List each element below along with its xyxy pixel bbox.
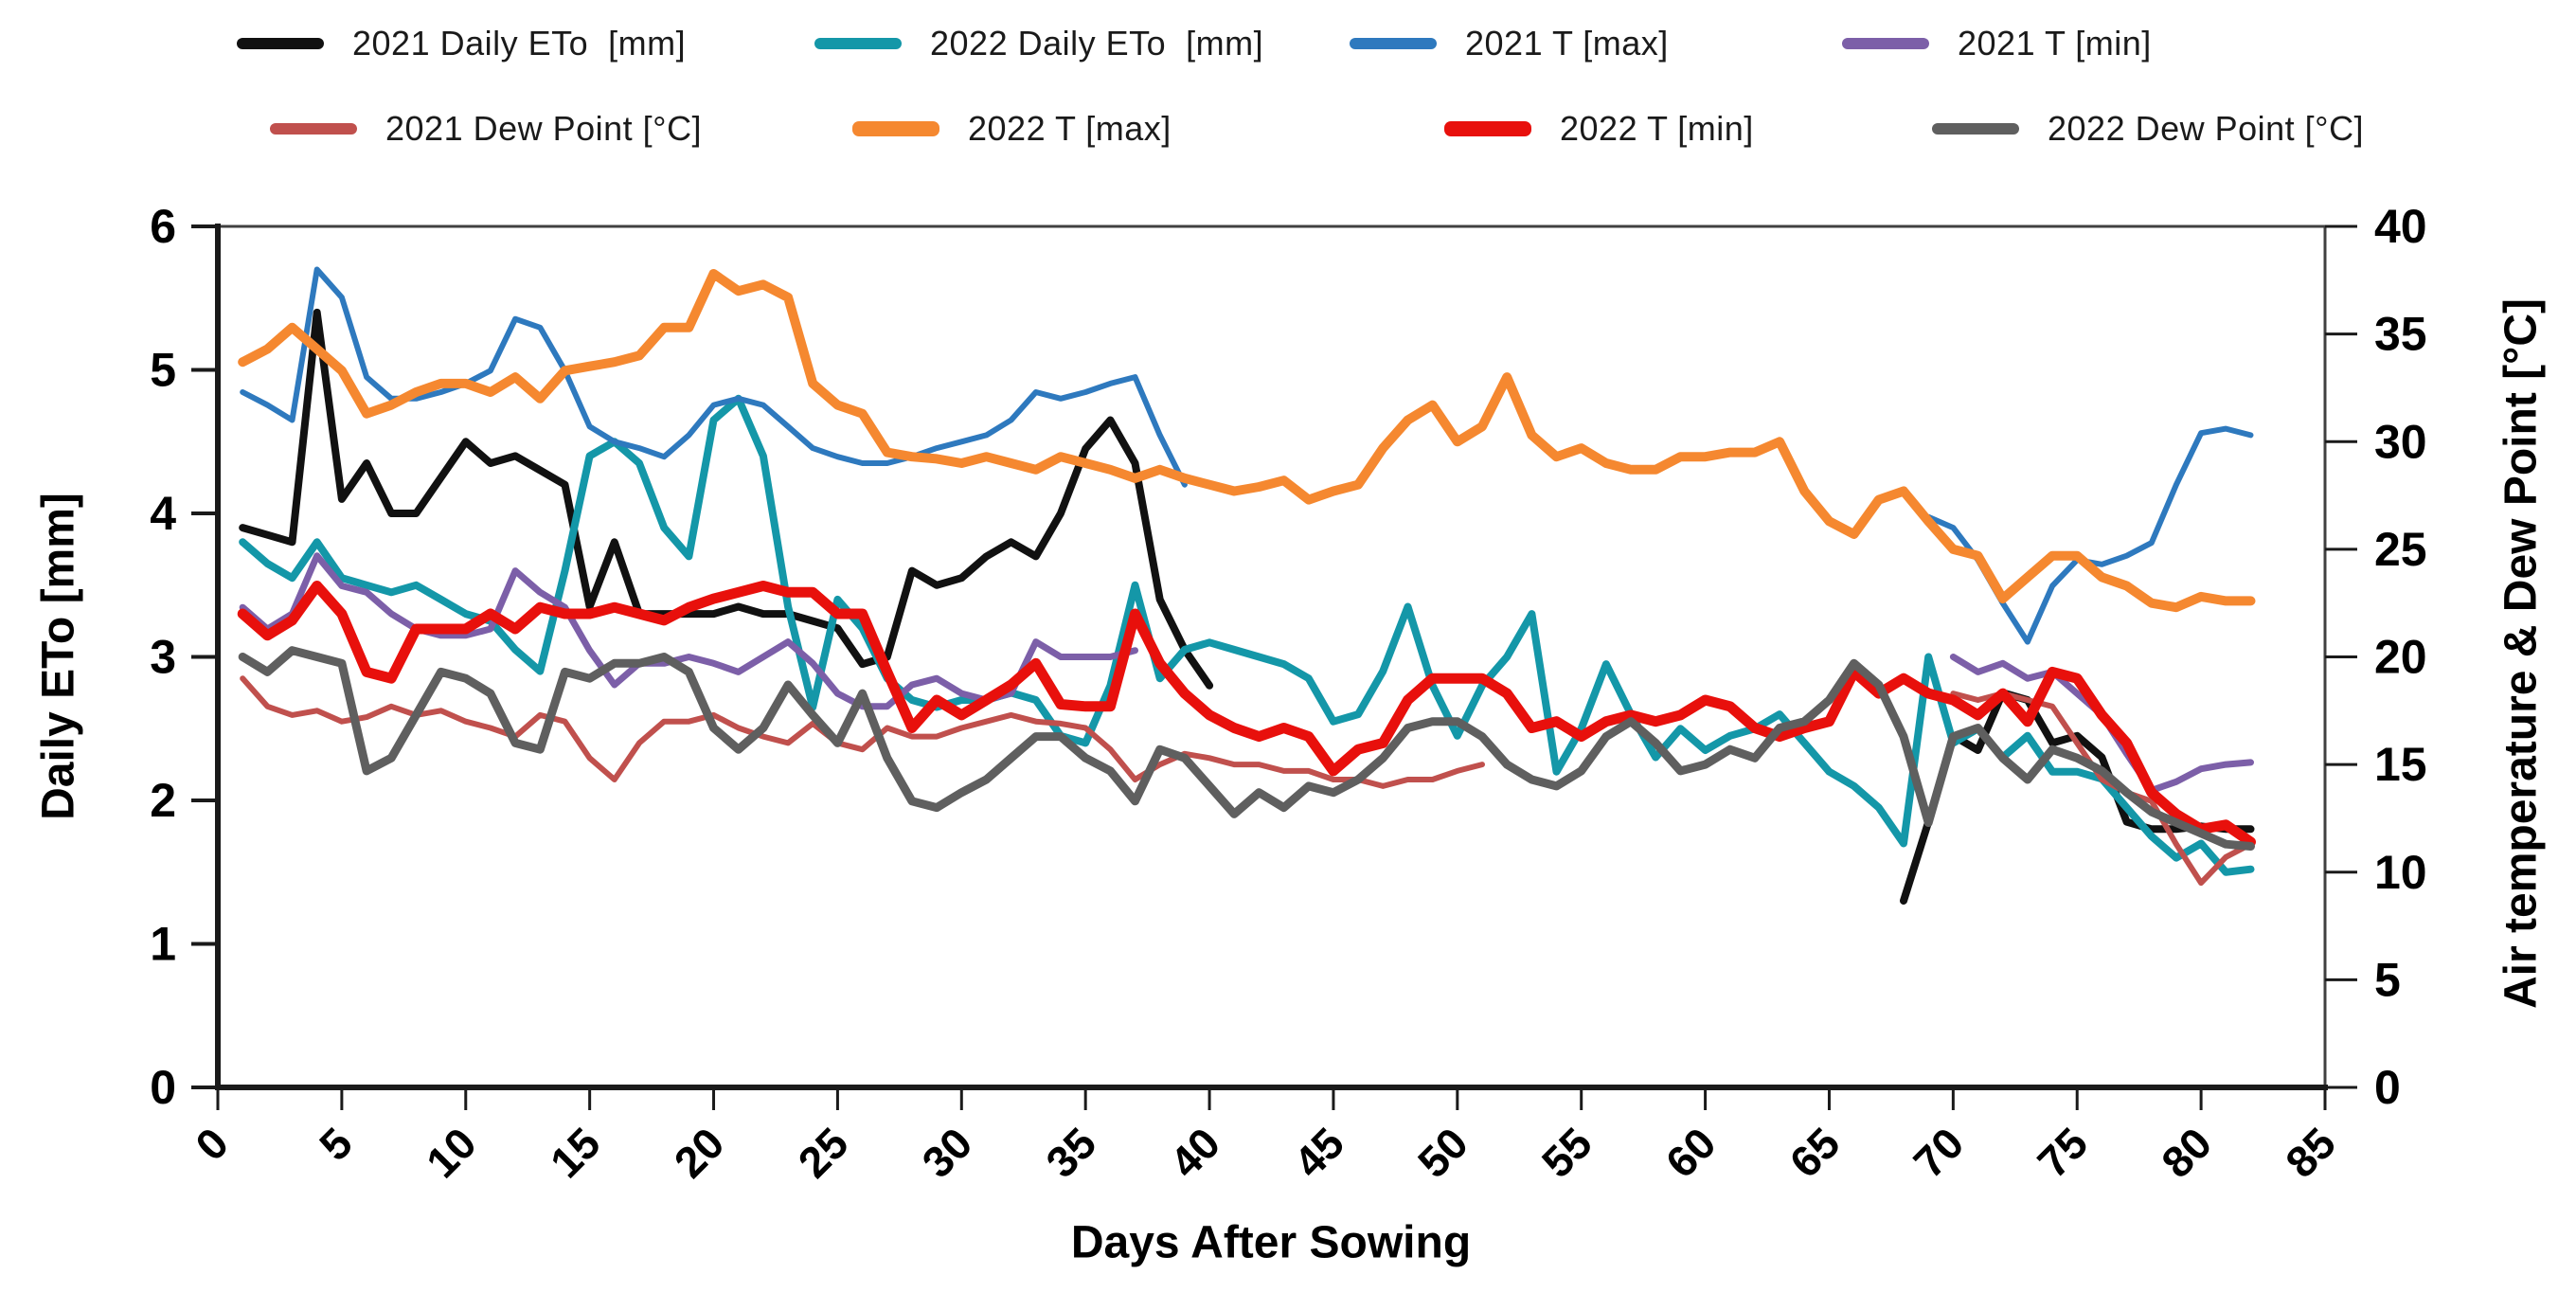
series-line-tmax2022 bbox=[238, 269, 2256, 613]
legend-item-2022-eto: 2022 Daily ETo [mm] bbox=[814, 23, 1263, 64]
x-tick-label: 10 bbox=[417, 1118, 486, 1187]
y-right-tick-label: 15 bbox=[2374, 738, 2427, 791]
x-tick-label: 75 bbox=[2028, 1118, 2097, 1187]
legend-swatch-2021-tmin bbox=[1842, 38, 1929, 49]
series-line-tmin2021 bbox=[239, 552, 1138, 710]
legend-swatch-2022-tmin bbox=[1444, 121, 1531, 136]
y-left-tick-label: 4 bbox=[150, 487, 176, 540]
legend-item-2021-eto: 2021 Daily ETo [mm] bbox=[237, 23, 686, 64]
legend-item-2021-tmin: 2021 T [min] bbox=[1842, 23, 2152, 64]
y-right-tick-label: 20 bbox=[2374, 631, 2427, 684]
legend-label: 2021 T [max] bbox=[1465, 24, 1669, 63]
x-tick-label: 85 bbox=[2276, 1118, 2345, 1187]
legend-item-2021-dew: 2021 Dew Point [°C] bbox=[270, 108, 702, 150]
series-line-tmax2021 bbox=[1925, 425, 2254, 645]
x-tick-label: 50 bbox=[1408, 1118, 1477, 1187]
x-axis-title: Days After Sowing bbox=[1070, 1217, 1472, 1268]
x-tick-label: 0 bbox=[186, 1118, 238, 1170]
y-right-tick-label: 30 bbox=[2374, 415, 2427, 468]
legend-swatch-2021-tmax bbox=[1350, 38, 1437, 49]
x-tick-label: 35 bbox=[1036, 1118, 1105, 1187]
x-tick-label: 55 bbox=[1532, 1118, 1601, 1187]
y-right-tick-label: 5 bbox=[2374, 953, 2401, 1006]
legend-item-2022-dew: 2022 Dew Point [°C] bbox=[1932, 108, 2364, 150]
y-right-tick-label: 40 bbox=[2374, 200, 2427, 253]
legend-swatch-2021-eto bbox=[237, 38, 324, 49]
legend-label: 2022 Daily ETo [mm] bbox=[930, 24, 1264, 63]
y-left-tick-label: 1 bbox=[150, 918, 176, 971]
y-left-tick-label: 0 bbox=[150, 1061, 176, 1114]
series-line-dew2021 bbox=[240, 675, 1485, 789]
y-right-tick-label: 35 bbox=[2374, 308, 2427, 361]
x-tick-label: 40 bbox=[1160, 1118, 1229, 1187]
legend-label: 2021 T [min] bbox=[1958, 24, 2152, 63]
legend-swatch-2022-eto bbox=[814, 38, 902, 49]
legend-swatch-2022-tmax bbox=[852, 121, 939, 136]
series-line-eto2021 bbox=[1900, 689, 2255, 905]
series-line-tmax2021 bbox=[240, 266, 1188, 488]
legend-item-2022-tmax: 2022 T [max] bbox=[852, 108, 1172, 150]
legend-label: 2022 T [max] bbox=[968, 109, 1172, 148]
series-line-eto2022 bbox=[239, 394, 2255, 876]
legend-swatch-2021-dew bbox=[270, 123, 357, 135]
x-tick-label: 30 bbox=[912, 1118, 981, 1187]
legend-label: 2022 T [min] bbox=[1560, 109, 1754, 148]
series-line-eto2021 bbox=[239, 308, 1214, 690]
x-tick-label: 45 bbox=[1284, 1118, 1353, 1187]
y-left-tick-label: 5 bbox=[150, 344, 176, 397]
y-left-tick-label: 3 bbox=[150, 631, 176, 684]
y-right-tick-label: 10 bbox=[2374, 846, 2427, 899]
legend-item-2021-tmax: 2021 T [max] bbox=[1350, 23, 1669, 64]
x-tick-label: 20 bbox=[665, 1118, 734, 1187]
x-tick-label: 25 bbox=[789, 1118, 858, 1187]
y-left-tick-label: 6 bbox=[150, 200, 176, 253]
legend-item-2022-tmin: 2022 T [min] bbox=[1444, 108, 1754, 150]
legend-swatch-2022-dew bbox=[1932, 123, 2019, 135]
series-line-dew2022 bbox=[238, 646, 2255, 851]
y-right-tick-label: 0 bbox=[2374, 1061, 2401, 1114]
x-tick-label: 15 bbox=[541, 1118, 610, 1187]
x-tick-label: 80 bbox=[2152, 1118, 2221, 1187]
legend-label: 2021 Daily ETo [mm] bbox=[352, 24, 687, 63]
legend-label: 2021 Dew Point [°C] bbox=[385, 109, 703, 148]
x-tick-label: 5 bbox=[310, 1118, 362, 1170]
y-right-tick-label: 25 bbox=[2374, 523, 2427, 576]
series-line-tmin2022 bbox=[237, 581, 2256, 848]
y-left-tick-label: 2 bbox=[150, 774, 176, 827]
x-tick-label: 70 bbox=[1904, 1118, 1973, 1187]
x-tick-label: 65 bbox=[1780, 1118, 1850, 1187]
legend-label: 2022 Dew Point [°C] bbox=[2048, 109, 2365, 148]
x-tick-label: 60 bbox=[1656, 1118, 1726, 1187]
